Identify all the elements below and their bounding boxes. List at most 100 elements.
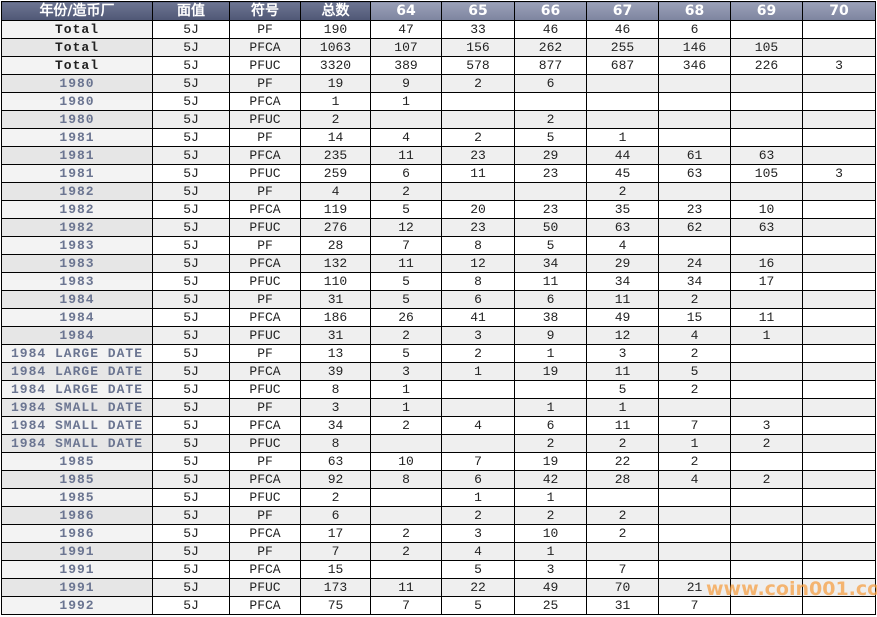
table-cell[interactable]: 34 [658, 272, 731, 291]
table-cell[interactable] [802, 326, 876, 345]
table-cell[interactable]: 8 [441, 236, 515, 255]
table-cell[interactable]: PFUC [229, 578, 301, 597]
table-cell[interactable]: 5 [514, 236, 587, 255]
table-cell[interactable] [514, 92, 587, 111]
table-cell[interactable]: 6 [514, 290, 587, 309]
table-cell[interactable]: 5J [152, 38, 230, 57]
table-cell[interactable]: PFCA [229, 254, 301, 273]
table-cell[interactable]: 34 [514, 254, 587, 273]
table-cell[interactable]: 110 [300, 272, 371, 291]
table-cell[interactable]: 9 [370, 74, 442, 93]
table-cell[interactable]: 63 [300, 452, 371, 471]
table-cell[interactable]: PFUC [229, 272, 301, 291]
table-cell[interactable]: 5 [370, 272, 442, 291]
table-cell[interactable]: PF [229, 290, 301, 309]
row-label[interactable]: Total [1, 56, 153, 75]
table-cell[interactable]: 5 [514, 128, 587, 147]
table-cell[interactable]: 1063 [300, 38, 371, 57]
table-cell[interactable] [802, 146, 876, 165]
table-cell[interactable]: PFCA [229, 38, 301, 57]
table-cell[interactable]: 3 [802, 164, 876, 183]
row-label[interactable]: 1980 [1, 110, 153, 129]
table-cell[interactable] [802, 452, 876, 471]
table-cell[interactable]: 687 [586, 56, 659, 75]
table-cell[interactable]: 34 [586, 272, 659, 291]
table-cell[interactable] [802, 308, 876, 327]
row-label[interactable]: 1983 [1, 254, 153, 273]
table-cell[interactable]: 10 [730, 200, 803, 219]
table-cell[interactable]: 62 [658, 218, 731, 237]
table-cell[interactable]: 2 [370, 182, 442, 201]
table-cell[interactable]: 2 [441, 506, 515, 525]
table-cell[interactable]: 22 [586, 452, 659, 471]
table-cell[interactable]: 105 [730, 164, 803, 183]
table-cell[interactable]: 63 [730, 146, 803, 165]
table-cell[interactable]: 132 [300, 254, 371, 273]
table-cell[interactable]: PF [229, 182, 301, 201]
table-cell[interactable]: 23 [514, 164, 587, 183]
table-cell[interactable]: 5J [152, 542, 230, 561]
table-cell[interactable]: 2 [441, 344, 515, 363]
table-cell[interactable] [802, 218, 876, 237]
table-cell[interactable]: 3 [441, 524, 515, 543]
table-cell[interactable]: 5 [441, 560, 515, 579]
table-cell[interactable]: 2 [370, 542, 442, 561]
table-cell[interactable]: 41 [441, 308, 515, 327]
table-cell[interactable]: 1 [514, 344, 587, 363]
table-cell[interactable]: 5J [152, 182, 230, 201]
table-cell[interactable] [730, 20, 803, 39]
table-cell[interactable]: 2 [441, 74, 515, 93]
table-cell[interactable]: 173 [300, 578, 371, 597]
table-cell[interactable] [658, 488, 731, 507]
table-cell[interactable]: 2 [586, 524, 659, 543]
column-header[interactable]: 64 [370, 1, 442, 21]
table-cell[interactable]: 2 [586, 506, 659, 525]
table-cell[interactable] [802, 524, 876, 543]
column-header[interactable]: 总数 [300, 1, 371, 21]
table-cell[interactable]: 1 [514, 542, 587, 561]
table-cell[interactable]: 5J [152, 92, 230, 111]
table-cell[interactable]: 25 [514, 596, 587, 615]
table-cell[interactable] [730, 542, 803, 561]
table-cell[interactable]: 29 [514, 146, 587, 165]
table-cell[interactable]: 5J [152, 254, 230, 273]
table-cell[interactable]: 46 [586, 20, 659, 39]
table-cell[interactable] [514, 380, 587, 399]
table-cell[interactable] [802, 596, 876, 615]
table-cell[interactable] [586, 92, 659, 111]
row-label[interactable]: 1991 [1, 542, 153, 561]
table-cell[interactable]: 31 [300, 326, 371, 345]
column-header[interactable]: 69 [730, 1, 803, 21]
table-cell[interactable]: 4 [586, 236, 659, 255]
table-cell[interactable]: 16 [730, 254, 803, 273]
table-cell[interactable]: 5J [152, 488, 230, 507]
row-label[interactable]: 1984 [1, 308, 153, 327]
table-cell[interactable] [730, 92, 803, 111]
table-cell[interactable]: 8 [441, 272, 515, 291]
table-cell[interactable]: 12 [441, 254, 515, 273]
row-label[interactable]: 1992 [1, 596, 153, 615]
table-cell[interactable]: 5J [152, 326, 230, 345]
table-cell[interactable]: 2 [370, 326, 442, 345]
table-cell[interactable]: 23 [658, 200, 731, 219]
table-cell[interactable]: 6 [441, 290, 515, 309]
table-cell[interactable] [658, 128, 731, 147]
table-cell[interactable]: 2 [586, 182, 659, 201]
table-cell[interactable]: 4 [441, 542, 515, 561]
table-cell[interactable]: 4 [658, 326, 731, 345]
table-cell[interactable]: 6 [370, 164, 442, 183]
table-cell[interactable]: PF [229, 74, 301, 93]
table-cell[interactable] [730, 128, 803, 147]
table-cell[interactable] [802, 272, 876, 291]
table-cell[interactable] [802, 416, 876, 435]
table-cell[interactable]: 3 [300, 398, 371, 417]
table-cell[interactable] [802, 254, 876, 273]
table-cell[interactable] [802, 92, 876, 111]
table-cell[interactable] [802, 20, 876, 39]
table-cell[interactable]: 5J [152, 74, 230, 93]
table-cell[interactable]: 19 [300, 74, 371, 93]
row-label[interactable]: 1980 [1, 92, 153, 111]
table-cell[interactable] [730, 290, 803, 309]
table-cell[interactable] [802, 344, 876, 363]
table-cell[interactable]: 1 [300, 92, 371, 111]
